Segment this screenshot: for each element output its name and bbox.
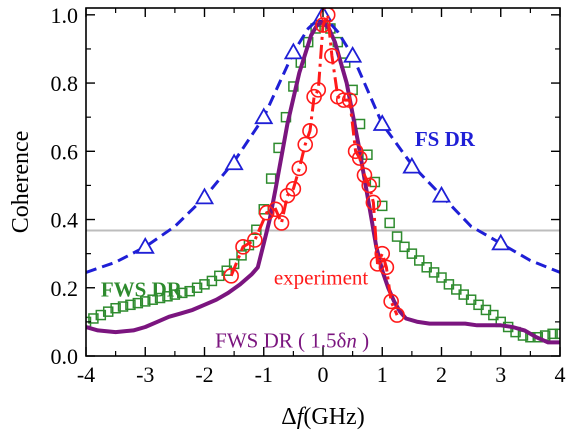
- experiment-point: [378, 259, 395, 276]
- experiment-point: [374, 245, 391, 262]
- fws-dr-point: [117, 301, 129, 312]
- experiment-point: [389, 307, 405, 323]
- experiment-point: [356, 167, 373, 183]
- fs-dr-point: [254, 107, 274, 125]
- fws-dr-point: [199, 279, 210, 290]
- experiment-point: [273, 215, 290, 231]
- experiment-point: [369, 256, 386, 272]
- experiment-point: [223, 268, 239, 284]
- experiment-point: [335, 92, 352, 108]
- fws-dr-point: [177, 287, 188, 299]
- fws-dr-point: [554, 328, 560, 340]
- fs-dr-line: [86, 12, 560, 274]
- y-tick-label: 0.0: [51, 344, 79, 369]
- fws-dr-1-5-label-suffix: ): [357, 328, 369, 352]
- experiment-point: [285, 181, 302, 197]
- x-tick-label: 4: [555, 362, 566, 387]
- x-axis-title-unit: (GHz): [303, 404, 364, 430]
- experiment-point: [365, 194, 382, 211]
- experiment-point: [315, 17, 331, 33]
- fs-dr-point: [431, 185, 452, 203]
- experiment-point: [235, 239, 251, 255]
- fws-dr-point: [377, 200, 388, 212]
- fws-dr-point: [391, 231, 403, 242]
- fws-dr-point: [265, 173, 277, 184]
- fs-dr-point: [491, 233, 511, 251]
- x-tick-label: 2: [436, 362, 447, 387]
- experiment-point: [310, 82, 327, 98]
- experiment-point: [291, 160, 308, 177]
- fs-dr-point: [402, 156, 422, 174]
- fws-dr-point: [132, 297, 144, 309]
- fws-dr-point: [147, 294, 158, 305]
- x-tick-label: 1: [377, 362, 388, 387]
- experiment-point: [302, 123, 318, 139]
- fws-dr-point: [88, 313, 99, 324]
- series-layer: [86, 8, 560, 345]
- y-axis-title: Coherence: [8, 131, 34, 234]
- fws-dr-point: [436, 272, 447, 283]
- y-tick-label: 0.8: [51, 71, 79, 96]
- experiment-point: [351, 150, 368, 166]
- experiment-point: [324, 47, 340, 64]
- fws-dr-1-5-label-prefix: FWS DR ( 1.5δ: [215, 328, 346, 352]
- fs-dr-label: FS DR: [415, 127, 476, 151]
- fws-dr-point: [125, 299, 136, 311]
- fs-dr-point: [283, 42, 303, 60]
- experiment-point: [267, 201, 284, 218]
- fws-dr-point: [95, 309, 107, 321]
- fs-dr-point: [224, 153, 244, 171]
- experiment-point: [383, 293, 399, 310]
- fws-dr-point: [547, 328, 558, 340]
- x-tick-label: 3: [495, 362, 506, 387]
- fws-dr-label: FWS DR: [101, 277, 183, 301]
- fws-dr-point: [488, 309, 499, 321]
- experiment-point: [247, 232, 263, 248]
- x-tick-label: -2: [195, 362, 213, 387]
- y-tick-label: 0.4: [51, 208, 79, 233]
- fws-dr-point: [369, 176, 381, 188]
- fws-dr-point: [110, 302, 121, 314]
- fws-dr-point: [406, 248, 418, 259]
- fws-dr-point: [399, 241, 410, 253]
- fws-dr-point: [162, 291, 173, 302]
- experiment-point: [258, 204, 275, 221]
- fws-dr-point: [102, 306, 114, 317]
- fs-dr-point: [343, 45, 363, 63]
- labels-layer: FS DR FWS DR experiment FWS DR ( 1.5δn ): [101, 127, 476, 352]
- experiment-point: [319, 8, 336, 23]
- fws-dr-point: [384, 217, 395, 229]
- x-axis-title-symbol: f: [297, 404, 307, 430]
- x-tick-label: -1: [255, 362, 273, 387]
- x-axis-title-delta: Δ: [281, 404, 296, 430]
- fs-dr-point: [372, 114, 392, 131]
- axes-layer: -4 -3 -2 -1 0 1 2 3 4 0.0 0.2 0.4 0.6 0.8 1.0: [51, 3, 566, 387]
- fs-dr-point: [135, 237, 155, 254]
- x-tick-label: -4: [77, 362, 95, 387]
- x-axis-title: Δf(GHz): [281, 404, 364, 430]
- experiment-point: [361, 177, 378, 194]
- fws-dr-point: [140, 296, 151, 307]
- fws-dr-point: [184, 285, 195, 297]
- fws-dr-point: [221, 265, 232, 276]
- experiment-point: [341, 92, 358, 108]
- fws-dr-point: [169, 289, 181, 300]
- experiment-line: [229, 9, 399, 316]
- x-tick-label: -3: [136, 362, 154, 387]
- fws-dr-1-5-label-italic: n: [346, 328, 357, 352]
- fws-dr-1-5-label: FWS DR ( 1.5δn ): [215, 328, 369, 352]
- fws-dr-point: [191, 282, 203, 294]
- fws-dr-point: [414, 255, 425, 266]
- fws-dr-point: [154, 292, 166, 304]
- experiment-label: experiment: [274, 265, 369, 289]
- y-tick-label: 0.2: [51, 276, 79, 301]
- fs-dr-point: [194, 187, 215, 205]
- experiment-point: [297, 136, 314, 153]
- x-tick-label: 0: [318, 362, 329, 387]
- y-tick-label: 0.6: [51, 139, 79, 164]
- y-tick-label: 1.0: [51, 3, 79, 28]
